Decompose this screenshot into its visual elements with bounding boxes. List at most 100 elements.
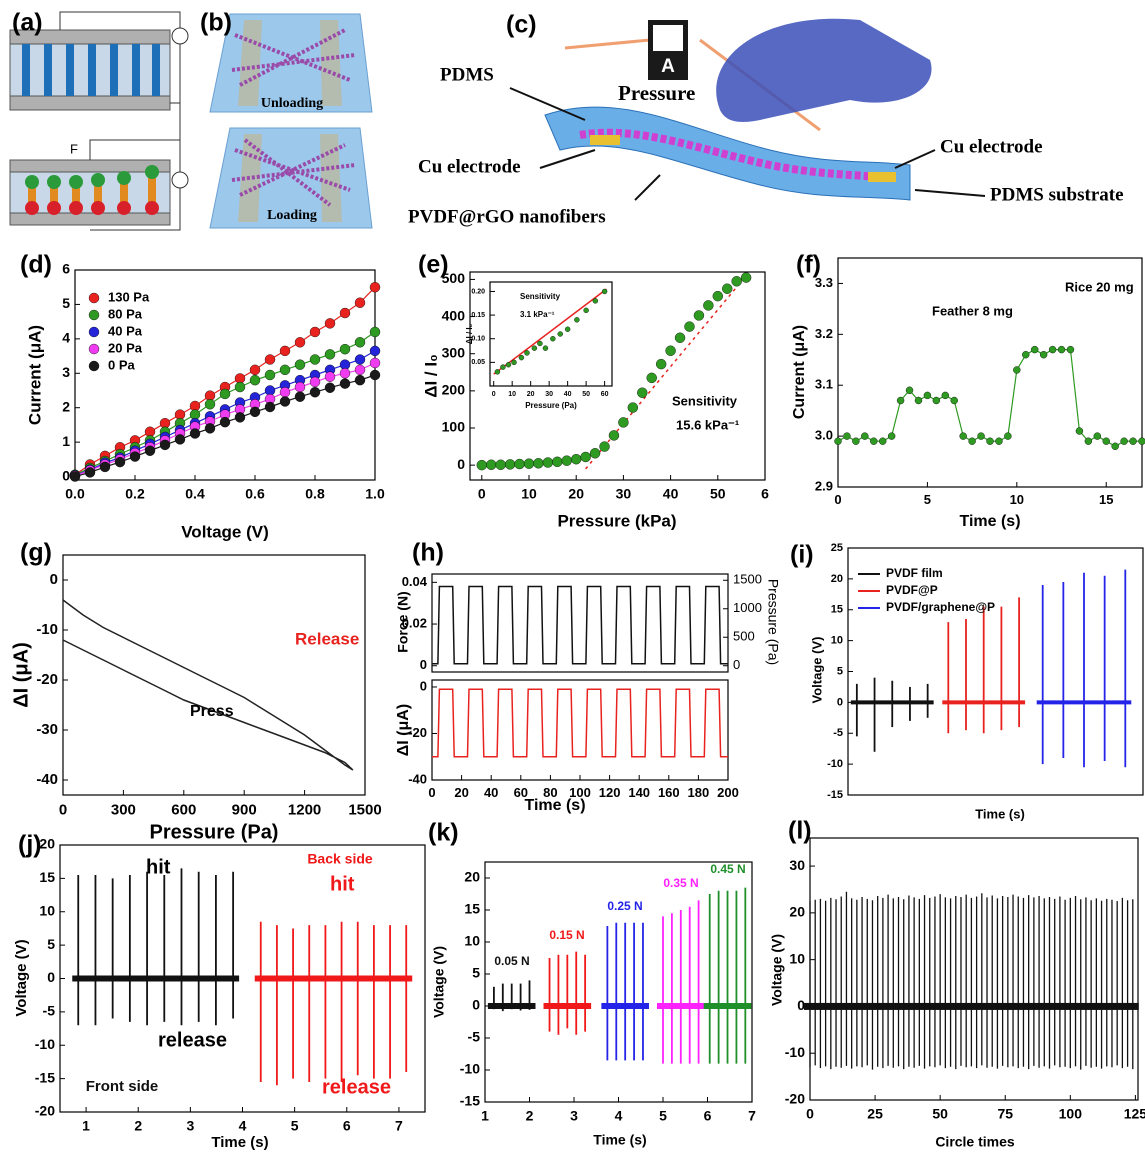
data-point <box>1066 345 1075 354</box>
panel-label: (j) <box>18 831 42 859</box>
data-point <box>531 345 538 351</box>
data-point <box>518 354 525 361</box>
circuit <box>89 139 181 231</box>
series-label: Back side <box>307 851 373 867</box>
y-tick-label: 300 <box>442 344 466 360</box>
annotation: Release <box>295 629 359 648</box>
data-point <box>950 396 958 405</box>
y-tick-label: -20 <box>36 671 58 688</box>
data-point <box>583 307 589 314</box>
y-tick-label: 0.20 <box>471 288 485 295</box>
data-point <box>1039 350 1048 359</box>
y-tick-label: 30 <box>789 857 805 873</box>
data-point <box>1129 437 1137 445</box>
series-label: 0.05 N <box>494 954 529 968</box>
chart: 0 10 20 30 40 50 60 0.05 0.10 0.15 0.20 Pressure (P… <box>465 281 613 410</box>
data-point <box>264 401 276 413</box>
data-point <box>561 455 572 466</box>
data-point <box>114 456 126 468</box>
meter <box>171 27 189 45</box>
y-tick-label: 2.9 <box>815 478 833 493</box>
data-point <box>684 321 695 332</box>
y-tick-label: 0 <box>457 456 465 472</box>
y-tick-label: 5 <box>47 936 55 952</box>
y-tick-label: 20 <box>39 836 55 852</box>
y-tick-label: 0 <box>420 678 427 693</box>
x-tick-label: 20 <box>454 785 468 800</box>
annotation: hit <box>146 856 171 878</box>
x-tick-label: 10 <box>1010 492 1024 507</box>
x-tick-label: 0.4 <box>185 485 205 501</box>
series-label: 0.45 N <box>710 862 745 876</box>
y-tick-label: 0 <box>837 696 843 708</box>
panel-label: (g) <box>20 539 52 567</box>
data-point <box>533 458 544 469</box>
label: Pressure <box>618 81 695 105</box>
diagram-c: A PDMS Pressure Cu electrode Cu electrod… <box>408 11 1124 228</box>
y-tick-label: -40 <box>408 771 427 786</box>
y-tick-label: 3.0 <box>815 428 833 443</box>
y-tick-label: 0 <box>797 997 805 1013</box>
data-point <box>1120 437 1128 445</box>
y-tick-label: -40 <box>36 771 58 788</box>
diagram-a: F (a) <box>9 9 189 231</box>
y-tick-label: -5 <box>833 727 843 739</box>
x-tick-label: 300 <box>111 801 136 818</box>
y-axis-label: Voltage (V) <box>769 934 785 1006</box>
annotation: Sensitivity <box>672 393 738 408</box>
x-tick-label: 1200 <box>288 801 321 818</box>
diagram-b: Unloading Loading (b) <box>200 9 373 229</box>
x-tick-label: 0 <box>492 391 496 398</box>
panel-label: (i) <box>790 541 814 569</box>
x-tick-label: 100 <box>1059 1105 1083 1121</box>
y-tick-label: -20 <box>408 725 427 740</box>
legend-label: 0 Pa <box>108 357 136 372</box>
y-tick-label: 20 <box>464 869 480 885</box>
panel-label: (a) <box>12 9 43 37</box>
data-point <box>369 369 381 381</box>
series-label: 0.35 N <box>663 876 698 890</box>
x-tick-label: 25 <box>867 1105 883 1121</box>
data-point <box>144 445 156 456</box>
x-tick-label: 125 <box>1124 1105 1145 1121</box>
y-tick-label: -5 <box>43 1003 56 1019</box>
data-point <box>589 448 601 459</box>
plot-frame <box>847 547 1144 796</box>
chart: 0 20 40 60 80 100 120 140 160 180 200 -40 -20 0 Time (… <box>395 678 739 814</box>
data-point <box>1013 366 1021 374</box>
data-point <box>174 434 186 445</box>
legend-swatch <box>88 309 100 321</box>
data-point <box>505 362 512 368</box>
data-point <box>279 345 291 357</box>
y-axis-label: ΔI / I₀ <box>465 323 474 344</box>
y-tick-label: 6 <box>62 261 70 277</box>
plot-frame <box>809 837 1139 1101</box>
y2-tick-label: 1000 <box>733 600 762 615</box>
x-tick-label: 4 <box>239 1117 247 1133</box>
data-point <box>655 358 667 370</box>
x-tick-label: 160 <box>658 785 680 800</box>
y-axis-label: Current (μA) <box>791 325 808 419</box>
y2-tick-label: 500 <box>733 629 755 644</box>
y-tick-label: 3.3 <box>815 275 833 290</box>
x-axis-label: Pressure (Pa) <box>150 821 279 843</box>
data-point <box>896 396 905 405</box>
data-point <box>1057 345 1066 354</box>
data-point <box>129 451 141 462</box>
data-point <box>599 441 610 452</box>
data-point <box>369 345 381 357</box>
x-tick-label: 6 <box>761 485 769 501</box>
data-point <box>524 350 530 356</box>
y-tick-label: 0 <box>50 571 58 588</box>
fibers <box>231 28 356 87</box>
x-tick-label: 40 <box>564 391 572 398</box>
data-point <box>618 417 629 428</box>
data-point <box>219 388 231 400</box>
x-tick-label: 60 <box>514 785 528 800</box>
y-tick-label: -10 <box>460 1061 480 1077</box>
data-point <box>84 467 96 478</box>
data-point <box>324 318 336 329</box>
data-point <box>959 432 967 440</box>
data-point <box>557 331 563 337</box>
